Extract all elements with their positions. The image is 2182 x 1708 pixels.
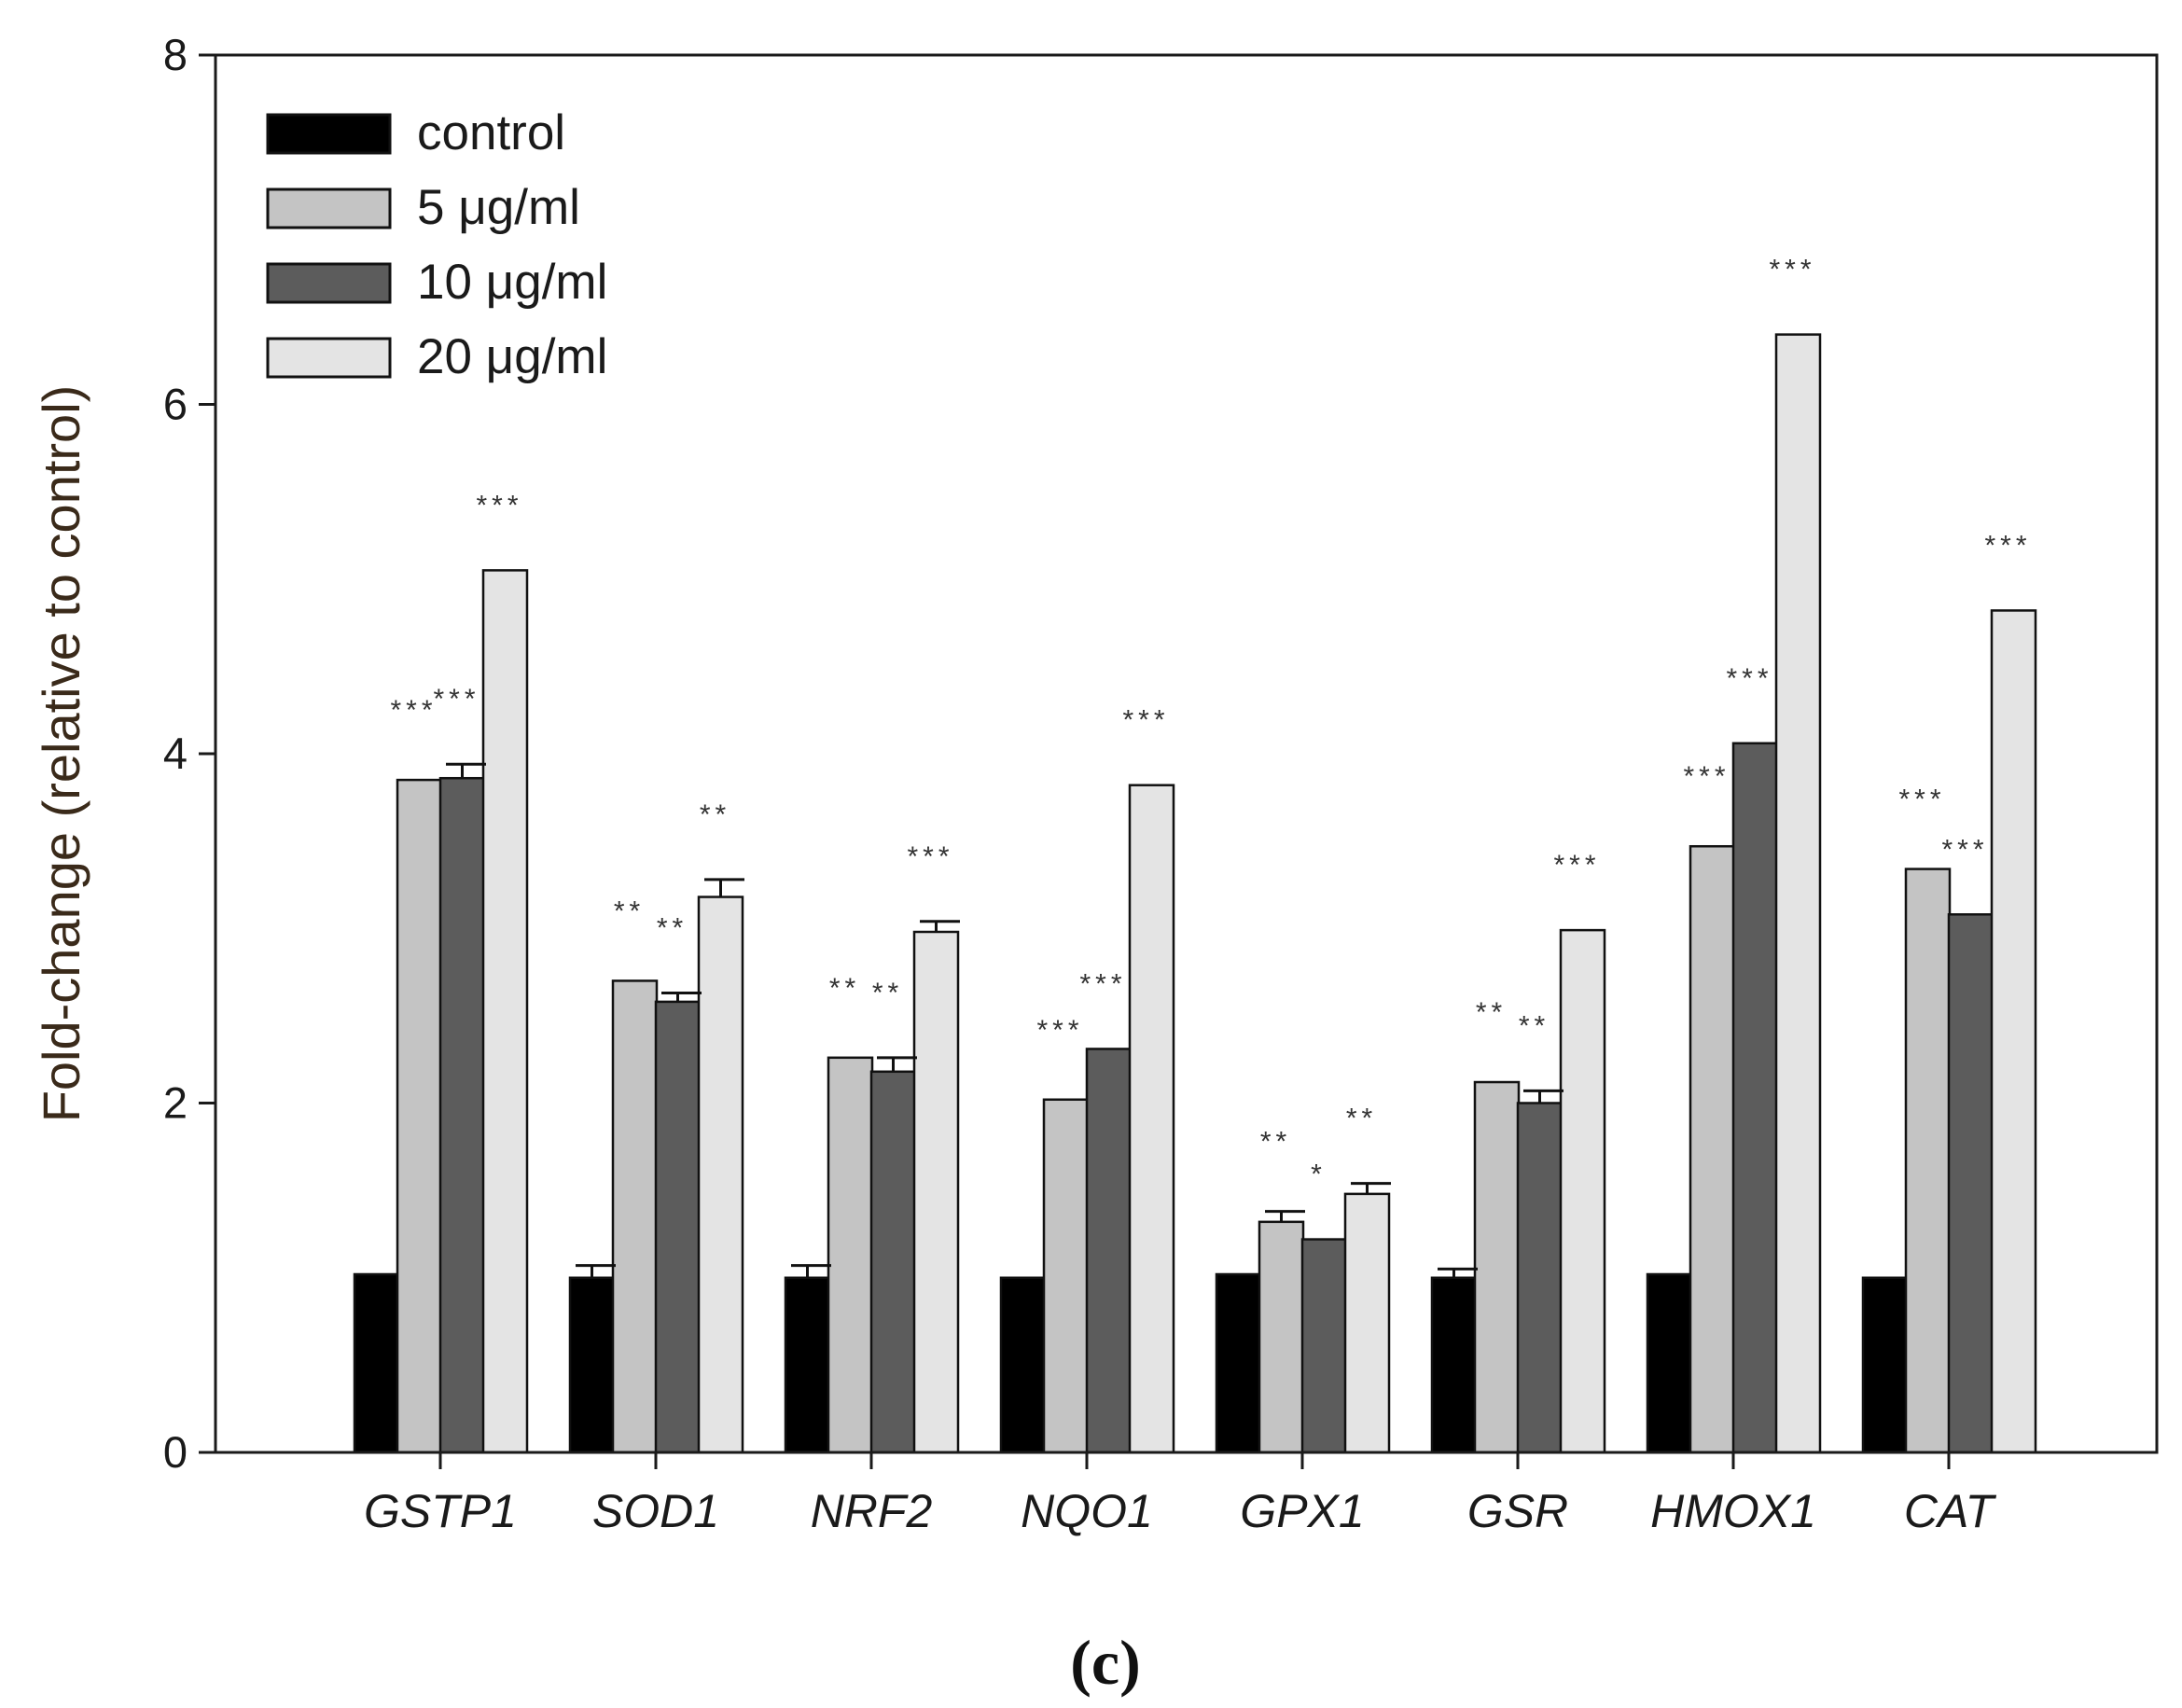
bar <box>1343 1192 1391 1454</box>
legend-swatch <box>266 113 392 155</box>
bar <box>869 1070 917 1454</box>
bar <box>1904 868 1952 1454</box>
bar <box>1861 1276 1909 1454</box>
error-bars-layer <box>446 762 1564 1278</box>
significance-marker: ** <box>614 896 645 926</box>
bars-layer <box>353 333 2037 1454</box>
significance-marker: ** <box>872 978 903 1008</box>
significance-marker: *** <box>476 490 522 521</box>
significance-marker: *** <box>1036 1015 1083 1046</box>
significance-marker: *** <box>1769 255 1815 285</box>
bar <box>1085 1048 1133 1454</box>
significance-marker: *** <box>1683 761 1730 792</box>
bar <box>396 778 443 1454</box>
legend-label: 5 μg/ml <box>417 180 580 235</box>
significance-marker: * <box>1311 1159 1327 1190</box>
bar <box>999 1276 1047 1454</box>
bar <box>1689 844 1736 1454</box>
legend: control 5 μg/ml 10 μg/ml 20 μg/ml <box>266 105 607 384</box>
significance-marker: *** <box>390 695 437 726</box>
bar <box>1473 1080 1521 1454</box>
bar <box>1731 742 1779 1454</box>
bar <box>784 1276 831 1454</box>
significance-marker: ** <box>1519 1010 1550 1041</box>
significance-marker: *** <box>433 684 479 715</box>
significance-marker: ** <box>1346 1104 1377 1134</box>
bar <box>912 930 960 1454</box>
y-tick-label: 4 <box>163 729 188 778</box>
bar <box>654 1000 702 1454</box>
bar <box>827 1056 874 1454</box>
bar <box>1300 1238 1348 1454</box>
bar <box>1128 784 1175 1454</box>
bar <box>611 979 659 1454</box>
significance-marker: *** <box>907 841 953 872</box>
x-tick-label: NRF2 <box>811 1485 933 1537</box>
bar <box>568 1276 616 1454</box>
bar <box>1990 609 2037 1454</box>
y-axis-ticks: 0 2 4 6 8 <box>163 30 215 1477</box>
bar <box>1774 333 1822 1454</box>
y-tick-label: 6 <box>163 380 188 429</box>
significance-marker: *** <box>1984 530 2031 561</box>
bar <box>353 1272 400 1454</box>
x-tick-label: NQO1 <box>1021 1485 1153 1537</box>
legend-swatch <box>266 187 392 229</box>
legend-label: 20 μg/ml <box>417 329 607 384</box>
significance-marker: *** <box>1553 850 1600 881</box>
significance-marker: ** <box>1260 1127 1291 1158</box>
y-tick-label: 8 <box>163 30 188 79</box>
x-tick-label: CAT <box>1904 1485 1997 1537</box>
significance-marker: *** <box>1079 968 1126 999</box>
bar <box>481 569 529 1454</box>
x-tick-label: GPX1 <box>1240 1485 1364 1537</box>
significance-layer: ***************** ********************* **… <box>390 255 2031 1190</box>
x-tick-label: GSR <box>1467 1485 1568 1537</box>
x-tick-label: SOD1 <box>592 1485 719 1537</box>
bar <box>1559 928 1606 1454</box>
x-tick-label: HMOX1 <box>1650 1485 1816 1537</box>
bar <box>1215 1272 1262 1454</box>
y-tick-label: 2 <box>163 1078 188 1128</box>
significance-marker: *** <box>1941 834 1988 865</box>
bar <box>1042 1098 1090 1454</box>
legend-swatch <box>266 262 392 304</box>
significance-marker: *** <box>1122 705 1169 736</box>
significance-marker: ** <box>829 973 860 1004</box>
x-axis-ticks: GSTP1 SOD1 NRF2 NQO1 GPX1 GSR HMOX1 CAT <box>364 1452 1997 1537</box>
bar <box>1646 1272 1693 1454</box>
legend-label: 10 μg/ml <box>417 255 607 310</box>
legend-swatch <box>266 337 392 379</box>
panel-label: (c) <box>1070 1627 1140 1698</box>
significance-marker: ** <box>657 913 688 944</box>
bar <box>1258 1220 1305 1454</box>
bar <box>1430 1276 1478 1454</box>
y-tick-label: 0 <box>163 1427 188 1477</box>
bar <box>1947 913 1994 1454</box>
significance-marker: ** <box>700 799 730 830</box>
bar <box>697 896 744 1454</box>
legend-label: control <box>417 105 565 160</box>
bar <box>438 776 486 1454</box>
x-tick-label: GSTP1 <box>364 1485 517 1537</box>
y-axis-label: Fold-change (relative to control) <box>32 385 90 1123</box>
bar <box>1516 1102 1564 1454</box>
significance-marker: ** <box>1476 997 1507 1028</box>
significance-marker: *** <box>1898 785 1945 815</box>
significance-marker: *** <box>1726 663 1772 694</box>
